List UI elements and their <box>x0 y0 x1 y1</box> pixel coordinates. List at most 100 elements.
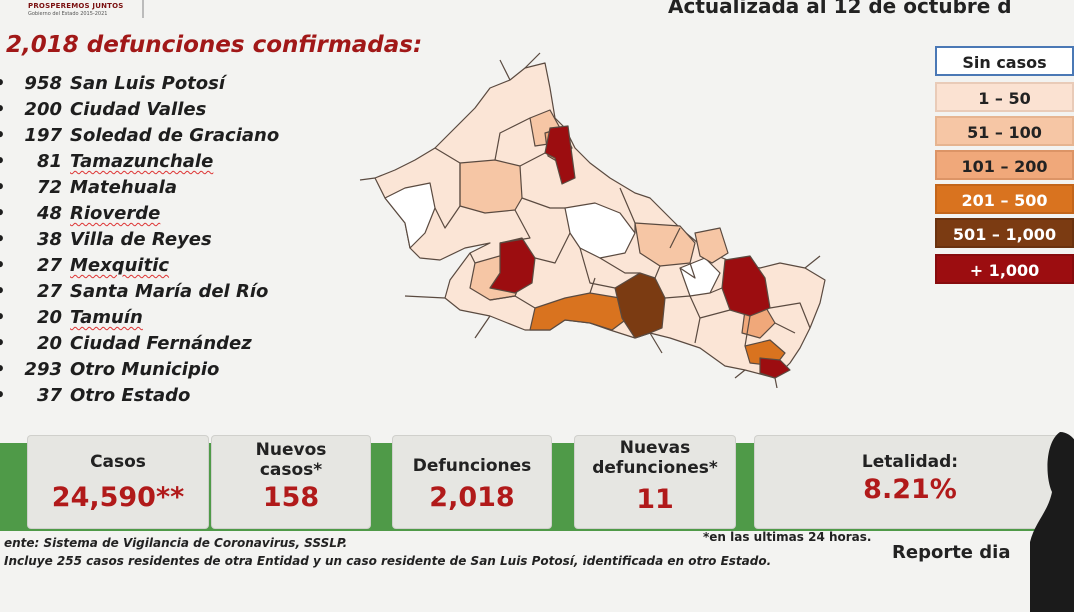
state-map <box>359 52 826 388</box>
bullet: • <box>0 359 6 380</box>
municipality-name: Soledad de Graciano <box>70 125 280 146</box>
municipality-count: 72 <box>36 177 62 198</box>
government-logo: PROSPEREMOS JUNTOS Gobierno del Estado 2… <box>4 0 154 20</box>
map-region-white-1 <box>384 182 436 249</box>
defunciones-label: Defunciones <box>412 456 532 476</box>
org-line-2: Gobierno del Estado 2015-2021 <box>28 11 108 17</box>
card-casos: Casos 24,590** <box>28 436 208 528</box>
letalidad-value: 8.21% <box>863 474 957 505</box>
municipality-count: 293 <box>24 359 62 380</box>
legend-item: 101 – 200 <box>935 150 1074 180</box>
municipality-count: 81 <box>36 151 62 172</box>
municipality-count: 48 <box>36 203 62 224</box>
municipality-name: Otro Municipio <box>70 359 220 380</box>
list-item: • 197 Soledad de Graciano <box>0 125 320 151</box>
letalidad-label: Letalidad: <box>861 452 959 472</box>
map-region-white-3 <box>679 257 721 297</box>
map-region-1000-plus-2 <box>489 237 536 294</box>
list-item: • 81 Tamazunchale <box>0 151 320 177</box>
map-region-1000-plus-4 <box>759 357 791 379</box>
map-internal-borders <box>434 117 811 347</box>
list-item: • 293 Otro Municipio <box>0 359 320 385</box>
bullet: • <box>0 151 6 172</box>
municipality-count: 38 <box>36 229 62 250</box>
bullet: • <box>0 229 6 250</box>
map-road-1 <box>499 59 511 81</box>
municipality-count: 197 <box>24 125 62 146</box>
municipality-count: 37 <box>36 385 62 406</box>
municipality-count: 27 <box>36 281 62 302</box>
casos-label: Casos <box>90 452 146 472</box>
map-region-white-2 <box>564 202 636 259</box>
map-road-7 <box>734 369 746 379</box>
bullet: • <box>0 281 6 302</box>
card-nuevas-defunciones: Nuevas defunciones* 11 <box>575 436 735 528</box>
nuevas-def-label-2: defunciones* <box>592 458 718 478</box>
nuevas-def-value: 11 <box>636 484 674 515</box>
municipality-name: Tamazunchale <box>70 151 214 172</box>
map-region-501-1000 <box>614 272 666 339</box>
bullet: • <box>0 99 6 120</box>
card-nuevos-casos: Nuevos casos* 158 <box>212 436 370 528</box>
bullet: • <box>0 203 6 224</box>
municipality-count: 27 <box>36 255 62 276</box>
municipality-count: 958 <box>24 73 62 94</box>
bullet: • <box>0 255 6 276</box>
legend-item: 501 – 1,000 <box>935 218 1074 248</box>
map-region-201-500-1 <box>529 292 629 331</box>
update-date-title: Actualizada al 12 de octubre d <box>668 0 1012 18</box>
list-item: • 20 Ciudad Fernández <box>0 333 320 359</box>
municipality-name: Tamuín <box>70 307 143 328</box>
list-item: • 200 Ciudad Valles <box>0 99 320 125</box>
municipality-name: Rioverde <box>70 203 161 224</box>
card-defunciones: Defunciones 2,018 <box>393 436 551 528</box>
municipality-name: Villa de Reyes <box>70 229 212 250</box>
nuevas-def-label-1: Nuevas <box>619 438 691 458</box>
municipality-count: 20 <box>36 333 62 354</box>
list-item: • 38 Villa de Reyes <box>0 229 320 255</box>
municipality-name: Santa María del Río <box>70 281 269 302</box>
report-label: Reporte dia <box>892 542 1011 563</box>
defunciones-value: 2,018 <box>429 482 515 513</box>
municipality-name: Mexquitic <box>70 255 170 276</box>
municipality-name: Matehuala <box>70 177 177 198</box>
footnote-includes: Incluye 255 casos residentes de otra Ent… <box>4 554 772 568</box>
nuevos-casos-label-1: Nuevos <box>255 440 327 460</box>
municipality-name: Otro Estado <box>70 385 191 406</box>
municipality-name: Ciudad Fernández <box>70 333 252 354</box>
nuevos-casos-value: 158 <box>262 482 320 513</box>
list-item: • 48 Rioverde <box>0 203 320 229</box>
bullet: • <box>0 177 6 198</box>
card-letalidad: Letalidad: 8.21% <box>755 436 1065 528</box>
map-road-6 <box>649 332 663 354</box>
list-item: • 27 Santa María del Río <box>0 281 320 307</box>
legend-item: 1 – 50 <box>935 82 1074 112</box>
footnote-last24: *en las ultimas 24 horas. <box>703 530 872 544</box>
casos-value: 24,590** <box>51 482 185 513</box>
map-road-3 <box>359 177 376 181</box>
deaths-title: 2,018 defunciones confirmadas: <box>6 32 423 58</box>
municipality-count: 200 <box>24 99 62 120</box>
legend-item: 201 – 500 <box>935 184 1074 214</box>
municipality-name: San Luis Potosí <box>70 73 226 94</box>
map-road-2 <box>524 52 541 69</box>
org-line-1: PROSPEREMOS JUNTOS <box>28 2 124 10</box>
logo-divider <box>142 0 144 18</box>
bullet: • <box>0 125 6 146</box>
map-region-51-100-1 <box>459 159 523 214</box>
municipality-name: Ciudad Valles <box>70 99 207 120</box>
map-road-5 <box>474 315 491 339</box>
footnote-source: ente: Sistema de Vigilancia de Coronavir… <box>4 536 348 550</box>
legend-item: 51 – 100 <box>935 116 1074 146</box>
bullet: • <box>0 333 6 354</box>
municipality-count: 20 <box>36 307 62 328</box>
nuevos-casos-label-2: casos* <box>259 460 323 480</box>
list-item: • 72 Matehuala <box>0 177 320 203</box>
presenter-silhouette <box>1030 432 1074 612</box>
list-item: • 20 Tamuín <box>0 307 320 333</box>
map-road-4 <box>404 295 446 299</box>
list-item: • 958 San Luis Potosí <box>0 73 320 99</box>
list-item: • 37 Otro Estado <box>0 385 320 411</box>
map-road-9 <box>804 255 821 269</box>
bullet: • <box>0 307 6 328</box>
